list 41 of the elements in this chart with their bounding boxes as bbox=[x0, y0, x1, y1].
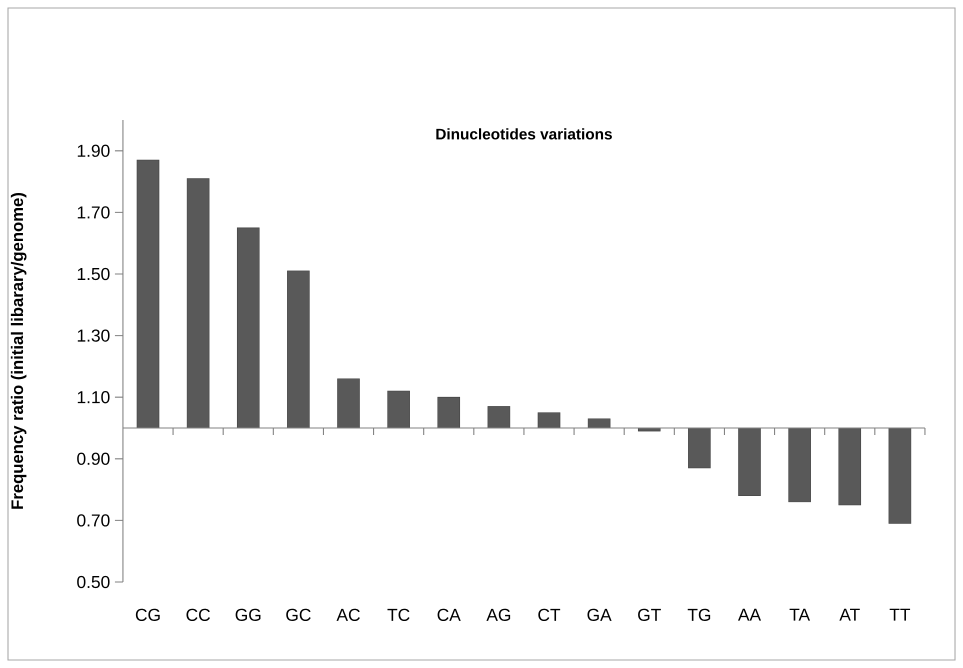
y-tick-label: 1.70 bbox=[78, 206, 110, 219]
y-axis-title: Frequency ratio (initial libarary/genome) bbox=[10, 192, 26, 509]
bar bbox=[337, 378, 360, 428]
x-tick-label: TA bbox=[790, 608, 810, 621]
bar bbox=[588, 418, 610, 428]
x-tick-label: CT bbox=[538, 608, 560, 621]
y-tick-label: 0.90 bbox=[77, 452, 110, 465]
x-tick-label: GC bbox=[286, 608, 311, 621]
y-tick-label: 1.50 bbox=[78, 268, 110, 280]
bar bbox=[236, 228, 260, 428]
x-tick-label: CC bbox=[186, 608, 210, 621]
bar bbox=[186, 178, 210, 428]
bar bbox=[287, 270, 310, 428]
bar bbox=[838, 428, 862, 506]
bar bbox=[437, 396, 460, 428]
x-tick-label: GT bbox=[638, 608, 661, 621]
x-tick-label: AG bbox=[486, 608, 510, 621]
x-tick-label: CA bbox=[438, 608, 461, 621]
bar bbox=[888, 428, 912, 524]
x-tick-label: TT bbox=[890, 608, 910, 621]
bar bbox=[738, 428, 761, 496]
y-tick-label: 1.10 bbox=[78, 391, 110, 404]
x-tick-label: TC bbox=[387, 608, 410, 621]
x-tick-label: AC bbox=[336, 608, 360, 621]
chart-title: Dinucleotides variations bbox=[436, 128, 612, 140]
x-tick-label: CG bbox=[136, 608, 160, 621]
y-tick-label: 0.50 bbox=[77, 576, 110, 588]
x-tick-label: AA bbox=[738, 608, 762, 621]
y-tick-label: 1.30 bbox=[78, 329, 110, 342]
y-tick-label: 1.90 bbox=[78, 144, 110, 157]
bar bbox=[387, 390, 410, 428]
bar bbox=[136, 160, 160, 428]
x-tick-label: TG bbox=[688, 608, 710, 621]
bar bbox=[688, 428, 711, 468]
x-tick-label: GG bbox=[236, 608, 260, 621]
bar bbox=[488, 406, 510, 428]
bar bbox=[538, 412, 560, 428]
y-tick-label: 0.70 bbox=[77, 514, 110, 527]
x-tick-label: GA bbox=[587, 608, 612, 621]
bar bbox=[788, 428, 811, 502]
x-tick-label: AT bbox=[839, 608, 860, 621]
